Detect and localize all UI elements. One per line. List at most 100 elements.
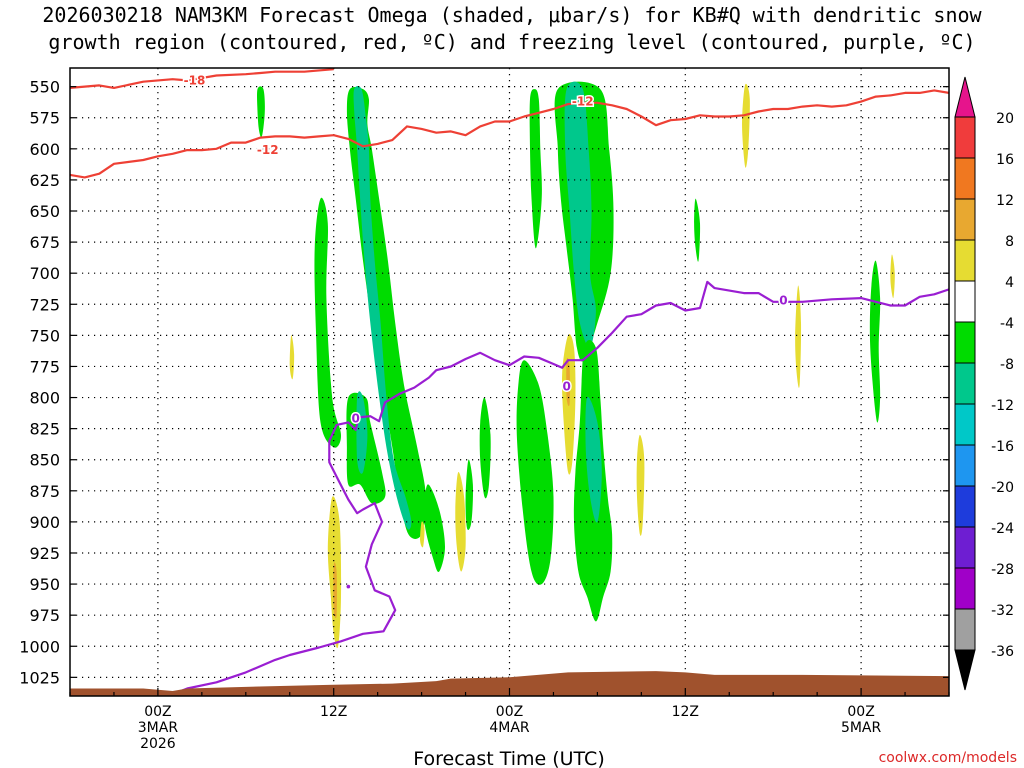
y-tick-label: 800 [29,389,60,408]
colorbar-swatch [954,239,976,282]
colorbar-label: 12 [996,193,1014,209]
colorbar-label: -32 [991,603,1014,619]
colorbar-swatch [954,362,976,405]
y-tick-label: 600 [29,140,60,159]
colorbar-label: -16 [991,439,1014,455]
colorbar-label: -24 [991,521,1014,537]
colorbar-label: 20 [996,111,1014,127]
y-tick-label: 900 [29,513,60,532]
omega-region-upward [314,197,342,448]
colorbar-swatch [954,526,976,569]
colorbar-label: -4 [1000,316,1014,332]
freezing-level-label: 0 [351,412,359,426]
omega-region-upward [479,397,491,499]
x-tick-label: 2026 [140,736,176,752]
omega-region-upward [356,391,368,474]
dgz-contour-line [70,89,949,179]
y-tick-label: 825 [29,420,60,439]
colorbar-label: 8 [1005,234,1014,250]
x-tick-label: 4MAR [489,720,530,736]
y-tick-label: 975 [29,606,60,625]
x-tick-label: 5MAR [841,720,882,736]
omega-region-downward [420,521,425,548]
omega-region-upward [564,81,596,349]
y-tick-label: 725 [29,295,60,314]
dgz-contour-label: -12 [257,143,279,157]
dgz-contour-label: -18 [184,73,206,87]
colorbar-label: -28 [991,562,1014,578]
y-tick-label: 950 [29,575,60,594]
omega-region-downward [333,562,337,619]
freezing-level-label: 0 [562,379,570,393]
omega-region-downward [636,434,645,536]
omega-region-downward [742,83,750,168]
y-tick-label: 875 [29,482,60,501]
freezing-level-line [167,280,949,696]
x-tick-label: 12Z [672,704,699,720]
title-line-1: 2026030218 NAM3KM Forecast Omega (shaded… [42,3,982,27]
colorbar: 20 16 12 8 4 -4 -8 -12 -16 -20 -24 -28 -32 -36 [954,76,1014,691]
y-tick-label: 750 [29,326,60,345]
colorbar-label: -36 [991,644,1014,660]
colorbar-swatch [954,157,976,200]
x-tick-label: 12Z [320,704,347,720]
omega-region-upward [424,484,445,573]
omega-region-upward [465,459,474,530]
colorbar-swatch [954,403,976,446]
omega-region-upward [516,360,554,585]
colorbar-over-arrow [954,76,976,118]
omega-region-downward [289,335,295,380]
colorbar-swatch [954,321,976,364]
omega-region-upward [529,89,542,249]
plot-area: -18 -12 -12 0 0 0 [70,68,949,696]
x-axis-label: Forecast Time (UTC) [413,748,604,768]
y-tick-label: 575 [29,109,60,128]
colorbar-label: 16 [996,152,1014,168]
terrain-area [70,671,949,696]
dgz-contour-line [70,68,334,89]
colorbar-under-arrow [954,649,976,691]
colorbar-swatch [954,567,976,610]
omega-region-upward [353,85,412,530]
x-tick-label: 3MAR [138,720,179,736]
terrain-fill [70,671,949,696]
colorbar-swatch [954,280,976,323]
x-tick-label: 00Z [847,704,874,720]
y-tick-label: 850 [29,451,60,470]
y-axis: 550 575 600 625 650 675 700 725 750 775 800 825 850 8… [19,78,949,687]
y-tick-label: 625 [29,171,60,190]
omega-region-upward [694,198,701,262]
freezing-level-contour: 0 0 0 [167,280,949,696]
y-tick-label: 1025 [19,668,60,687]
chart-title: 2026030218 NAM3KM Forecast Omega (shaded… [42,3,982,54]
colorbar-swatch [954,116,976,159]
y-tick-label: 1000 [19,637,60,656]
colorbar-swatch [954,608,976,651]
omega-shading [257,81,895,649]
colorbar-swatch [954,198,976,241]
y-tick-label: 700 [29,264,60,283]
dgz-contour-label: -12 [572,95,594,109]
dendritic-growth-contours: -18 -12 -12 [70,68,949,179]
y-tick-label: 650 [29,202,60,221]
colorbar-label: -12 [991,398,1014,414]
y-tick-label: 550 [29,78,60,97]
y-tick-label: 925 [29,544,60,563]
omega-region-upward [257,86,265,138]
freezing-level-isolated-point [346,584,351,589]
omega-region-downward [795,285,802,388]
omega-region-upward [585,396,602,523]
omega-region-downward [566,357,570,407]
colorbar-swatch [954,485,976,528]
omega-region-downward [890,254,895,299]
title-line-2: growth region (contoured, red, ºC) and f… [48,30,975,54]
credit-text: coolwx.com/models [879,750,1017,766]
colorbar-label: 4 [1005,275,1014,291]
colorbar-swatch [954,444,976,487]
colorbar-label: -8 [1000,357,1014,373]
y-tick-label: 675 [29,233,60,252]
colorbar-label: -20 [991,480,1014,496]
